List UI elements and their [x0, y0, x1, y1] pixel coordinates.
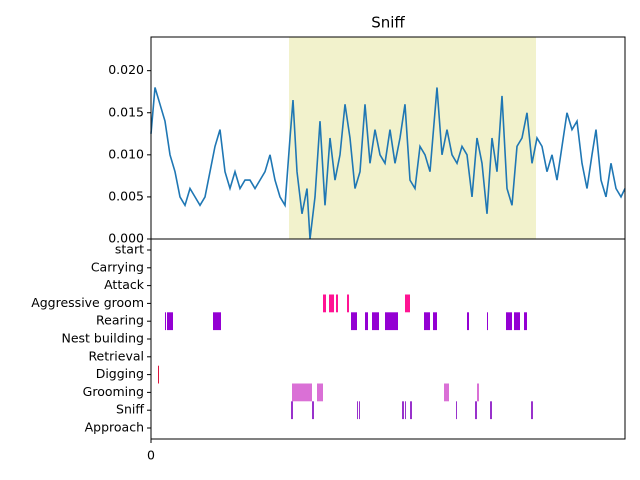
y-tick-label: Nest building	[62, 331, 145, 346]
x-tick-label: 0	[147, 448, 155, 463]
data-line	[150, 87, 626, 240]
y-tick-label: Grooming	[83, 384, 144, 399]
event-bar	[402, 401, 404, 420]
event-bar	[477, 383, 479, 402]
event-bar	[372, 312, 379, 331]
event-bar	[506, 312, 512, 331]
y-tick-label: Retrieval	[88, 348, 144, 363]
event-bar	[167, 312, 173, 331]
axes-frame	[150, 238, 626, 440]
y-tick-label: Rearing	[96, 313, 144, 328]
y-tick-label: 0.000	[108, 231, 144, 246]
event-bar	[165, 312, 166, 331]
event-bar	[405, 401, 406, 420]
event-bar	[444, 383, 449, 402]
event-bar	[291, 401, 293, 420]
y-tick-label: Attack	[104, 277, 145, 292]
event-bar	[487, 312, 488, 331]
event-bar	[433, 312, 437, 331]
event-bar	[158, 365, 159, 384]
event-bar	[365, 312, 368, 331]
event-bar	[424, 312, 430, 331]
y-tick-label: 0.015	[108, 104, 144, 119]
y-tick-label: Digging	[96, 366, 144, 381]
event-bar	[514, 312, 520, 331]
event-bar	[292, 383, 312, 402]
event-bar	[410, 401, 412, 420]
event-bar	[336, 294, 338, 313]
event-bar	[329, 294, 334, 313]
event-bar	[490, 401, 492, 420]
y-tick-label: Sniff	[116, 402, 144, 417]
event-bar	[357, 401, 358, 420]
event-bar	[524, 312, 527, 331]
event-bar	[475, 401, 477, 420]
event-bar	[317, 383, 323, 402]
event-bar	[359, 401, 360, 420]
y-tick-label: start	[115, 242, 144, 257]
event-bar	[213, 312, 221, 331]
y-tick-label: Aggressive groom	[31, 295, 144, 310]
event-bar	[347, 294, 349, 313]
y-tick-label: 0.010	[108, 146, 144, 161]
y-tick-label: Carrying	[91, 259, 144, 274]
event-bar	[351, 312, 357, 331]
event-bar	[531, 401, 533, 420]
event-bar	[467, 312, 469, 331]
y-tick-label: Approach	[85, 420, 144, 435]
event-bar	[456, 401, 457, 420]
event-bar	[405, 294, 410, 313]
y-tick-label: 0.005	[108, 188, 144, 203]
event-bar	[323, 294, 326, 313]
y-tick-label: 0.020	[108, 62, 144, 77]
chart-title: Sniff	[371, 14, 405, 32]
event-bar	[312, 401, 314, 420]
event-bar	[385, 312, 398, 331]
